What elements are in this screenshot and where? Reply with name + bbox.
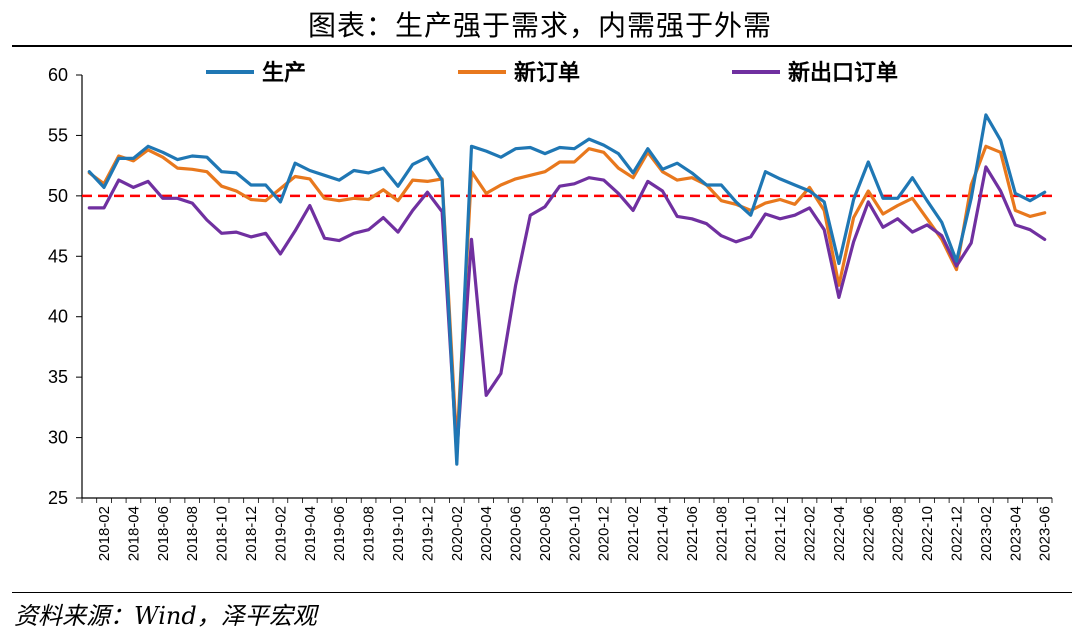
y-tick-label: 35: [48, 367, 68, 387]
x-tick-label: 2020-08: [537, 506, 554, 561]
x-tick-label: 2018-10: [214, 506, 231, 561]
x-tick-label: 2021-12: [772, 506, 789, 561]
y-tick-label: 45: [48, 246, 68, 266]
x-tick-label: 2021-08: [713, 506, 730, 561]
x-tick-label: 2018-08: [184, 506, 201, 561]
chart-title: 图表：生产强于需求，内需强于外需: [307, 9, 772, 42]
source-divider: [12, 592, 1072, 593]
y-tick-label: 25: [48, 488, 68, 508]
x-tick-label: 2020-06: [508, 506, 525, 561]
x-tick-label: 2023-02: [978, 506, 995, 561]
x-tick-label: 2021-04: [655, 506, 672, 561]
x-tick-label: 2022-08: [890, 506, 907, 561]
x-tick-label: 2019-12: [419, 506, 436, 561]
x-tick-label: 2018-12: [243, 506, 260, 561]
x-tick-label: 2020-02: [449, 506, 466, 561]
x-tick-label: 2018-06: [155, 506, 172, 561]
x-tick-label: 2021-02: [625, 506, 642, 561]
x-tick-label: 2019-08: [361, 506, 378, 561]
title-divider: [12, 45, 1072, 47]
y-tick-label: 30: [48, 428, 68, 448]
y-tick-label: 55: [48, 125, 68, 145]
x-tick-label: 2018-02: [96, 506, 113, 561]
series-line-1: [87, 113, 1047, 466]
legend-label: 新订单: [514, 60, 580, 86]
y-tick-label: 50: [48, 186, 68, 206]
x-tick-label: 2019-02: [272, 506, 289, 561]
x-tick-label: 2020-12: [596, 506, 613, 561]
x-tick-label: 2022-06: [860, 506, 877, 561]
series-line-3: [87, 165, 1047, 455]
x-tick-label: 2020-10: [566, 506, 583, 561]
legend-label: 生产: [262, 61, 306, 86]
x-tick-label: 2022-10: [919, 506, 936, 561]
x-tick-label: 2018-04: [125, 506, 142, 561]
x-tick-label: 2019-04: [302, 506, 319, 561]
x-tick-label: 2022-04: [831, 506, 848, 561]
y-tick-label: 60: [48, 65, 68, 85]
x-tick-label: 2023-06: [1037, 506, 1054, 561]
x-tick-label: 2021-06: [684, 506, 701, 561]
y-tick-label: 40: [48, 307, 68, 327]
x-tick-label: 2019-06: [331, 506, 348, 561]
legend-label: 新出口订单: [788, 60, 898, 86]
series-line-2: [87, 144, 1047, 448]
source-note: 资料来源：Wind，泽平宏观: [14, 602, 317, 630]
x-tick-label: 2019-10: [390, 506, 407, 561]
x-tick-label: 2022-12: [948, 506, 965, 561]
x-tick-label: 2020-04: [478, 506, 495, 561]
x-tick-label: 2022-02: [802, 506, 819, 561]
x-tick-label: 2021-10: [743, 506, 760, 561]
x-tick-label: 2023-04: [1007, 506, 1024, 561]
